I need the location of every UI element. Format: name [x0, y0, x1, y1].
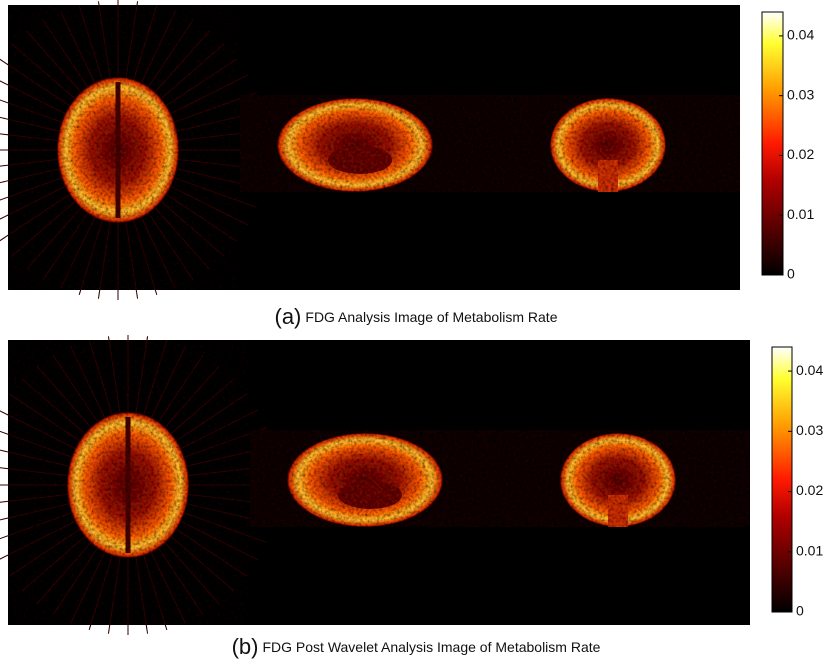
tick-label: 0.01	[787, 206, 814, 222]
tick-label: 0	[796, 603, 804, 619]
sagittal-core	[328, 146, 392, 174]
sagittal-slice	[287, 433, 443, 527]
tick-label: 0.03	[787, 86, 814, 102]
figure: 0 0.01 0.02 0.03 0.04 (a)FDG Analysis Image o…	[0, 0, 832, 661]
sagittal-slice	[277, 98, 433, 192]
colorbar	[762, 12, 783, 275]
caption-text: FDG Post Wavelet Analysis Image of Metab…	[262, 639, 600, 655]
tick-label: 0	[787, 266, 795, 282]
tick-label: 0.02	[787, 146, 814, 162]
tick-label: 0.01	[796, 542, 823, 558]
panel: 0 0.01 0.02 0.03 0.04 (b)FDG Post Wavelet Ana…	[0, 335, 823, 659]
tick-label: 0.04	[787, 27, 814, 43]
panel: 0 0.01 0.02 0.03 0.04 (a)FDG Analysis Image o…	[0, 0, 814, 329]
tick-label: 0.02	[796, 482, 823, 498]
caption-label: (b)	[232, 634, 259, 659]
colorbar	[772, 347, 792, 612]
caption: (a)FDG Analysis Image of Metabolism Rate	[275, 304, 558, 329]
coronal-stem	[608, 495, 628, 527]
caption-label: (a)	[275, 304, 302, 329]
tick-label: 0.03	[796, 422, 823, 438]
sagittal-core	[338, 481, 402, 509]
caption: (b)FDG Post Wavelet Analysis Image of Me…	[232, 634, 601, 659]
tick-label: 0.04	[796, 362, 823, 378]
coronal-stem	[598, 160, 618, 192]
caption-text: FDG Analysis Image of Metabolism Rate	[305, 309, 557, 325]
